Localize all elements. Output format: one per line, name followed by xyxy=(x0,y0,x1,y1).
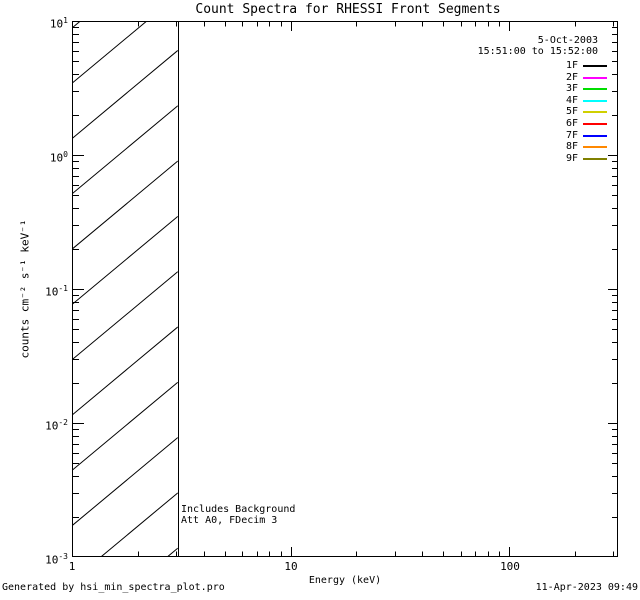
legend-swatch xyxy=(583,100,607,102)
x-tick-label: 100 xyxy=(500,560,520,573)
y-tick-label: 10-2 xyxy=(45,418,68,433)
y-tick-label: 100 xyxy=(49,150,68,165)
legend-label: 5F xyxy=(565,106,578,117)
legend-item-4f: 4F xyxy=(558,96,607,106)
legend-label: 4F xyxy=(565,95,578,106)
legend-item-9f: 9F xyxy=(558,154,607,164)
legend-label: 7F xyxy=(565,130,578,141)
render-timestamp: 11-Apr-2023 09:49 xyxy=(535,582,638,593)
observation-time-range: 15:51:00 to 15:52:00 xyxy=(477,46,598,57)
legend-label: 1F xyxy=(565,60,578,71)
legend-item-1f: 1F xyxy=(558,61,607,71)
legend-swatch xyxy=(583,158,607,160)
legend-swatch xyxy=(583,65,607,67)
x-tick-label: 10 xyxy=(284,560,298,573)
legend-item-2f: 2F xyxy=(558,73,607,83)
y-tick-label: 101 xyxy=(49,16,68,31)
legend-item-8f: 8F xyxy=(558,142,607,152)
legend-label: 2F xyxy=(565,72,578,83)
observation-date: 5-Oct-2003 xyxy=(537,35,598,46)
legend-item-7f: 7F xyxy=(558,131,607,141)
y-tick-label: 10-3 xyxy=(45,552,68,567)
legend-label: 6F xyxy=(565,118,578,129)
y-tick-label: 10-1 xyxy=(45,284,68,299)
legend-item-3f: 3F xyxy=(558,84,607,94)
legend-swatch xyxy=(583,111,607,113)
legend-swatch xyxy=(583,123,607,125)
legend-swatch xyxy=(583,135,607,137)
legend-label: 9F xyxy=(565,153,578,164)
legend-swatch xyxy=(583,77,607,79)
plot-area-svg xyxy=(72,21,618,557)
legend-label: 3F xyxy=(565,83,578,94)
annotation-includes-background: Includes Background xyxy=(181,504,296,515)
legend-item-6f: 6F xyxy=(558,119,607,129)
x-axis-title: Energy (keV) xyxy=(308,575,382,586)
x-tick-label: 1 xyxy=(68,560,76,573)
generator-credit: Generated by hsi_min_spectra_plot.pro xyxy=(2,582,225,593)
annotation-attenuator-state: Att A0, FDecim 3 xyxy=(181,515,278,526)
legend-swatch xyxy=(583,88,607,90)
legend-swatch xyxy=(583,146,607,148)
legend-label: 8F xyxy=(565,141,578,152)
legend-item-5f: 5F xyxy=(558,107,607,117)
chart-title: Count Spectra for RHESSI Front Segments xyxy=(195,2,501,17)
